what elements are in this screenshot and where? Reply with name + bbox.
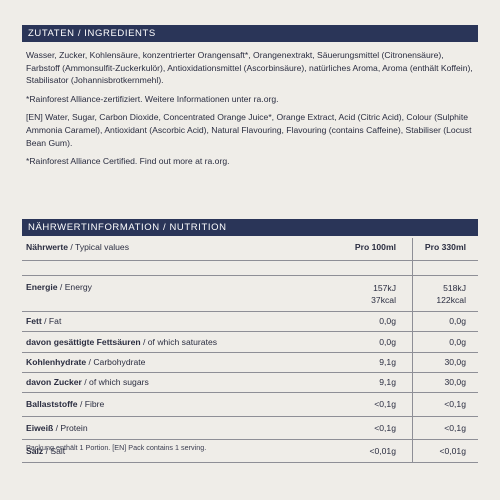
head-col-330ml: Pro 330ml	[424, 242, 466, 252]
value-330ml: 0,0g	[449, 337, 466, 347]
value-100ml: 0,0g	[379, 316, 396, 326]
row-label-de: Energie	[26, 282, 58, 292]
head-col-100ml: Pro 100ml	[354, 242, 396, 252]
table-row: Salz / Salt <0,01g <0,01g	[22, 440, 478, 463]
row-label-de: Eiweiß	[26, 423, 54, 433]
row-label-en: / Salt	[43, 446, 66, 456]
nutrition-head-row: Nährwerte / Typical values Pro 100ml Pro…	[22, 238, 478, 261]
table-row: Kohlenhydrate / Carbohydrate 9,1g 30,0g	[22, 353, 478, 373]
row-label-en: / Fibre	[77, 399, 105, 409]
row-label-en: / of which saturates	[140, 337, 218, 347]
value-330ml: <0,1g	[444, 423, 466, 433]
energy-kj-100: 157kJ	[373, 283, 396, 293]
row-label-en: / Protein	[53, 423, 88, 433]
energy-kcal-100: 37kcal	[371, 295, 396, 305]
row-label-en: / Energy	[57, 282, 92, 292]
row-label-en: / Fat	[41, 316, 62, 326]
value-100ml: <0,01g	[369, 446, 396, 456]
row-label-en: / of which sugars	[81, 377, 149, 387]
value-330ml: 30,0g	[444, 357, 466, 367]
head-label-de: Nährwerte	[26, 242, 69, 252]
nutrition-table: Nährwerte / Typical values Pro 100ml Pro…	[22, 238, 478, 463]
ingredients-header: ZUTATEN / INGREDIENTS	[22, 25, 478, 42]
head-label-en: / Typical values	[68, 242, 130, 252]
value-330ml: 30,0g	[444, 377, 466, 387]
value-100ml: <0,1g	[374, 399, 396, 409]
ingredients-en-note: *Rainforest Alliance Certified. Find out…	[26, 156, 230, 167]
value-100ml: 0,0g	[379, 337, 396, 347]
row-label-de: davon Zucker	[26, 377, 82, 387]
energy-kcal-330: 122kcal	[436, 295, 466, 305]
row-label-de: Ballaststoffe	[26, 399, 78, 409]
ingredients-de-note: *Rainforest Alliance-zertifiziert. Weite…	[26, 93, 279, 104]
value-330ml: 0,0g	[449, 316, 466, 326]
table-row: davon gesättigte Fettsäuren / of which s…	[22, 332, 478, 353]
nutrition-header: NÄHRWERTINFORMATION / NUTRITION	[22, 219, 478, 236]
value-100ml: 9,1g	[379, 357, 396, 367]
ingredients-text: Wasser, Zucker, Kohlensäure, konzentrier…	[26, 49, 476, 174]
row-label-de: Fett	[26, 316, 42, 326]
row-label-de: Kohlenhydrate	[26, 357, 87, 367]
row-label-de: davon gesättigte Fettsäuren	[26, 337, 141, 347]
row-label-de: Salz	[26, 446, 44, 456]
table-row: Eiweiß / Protein <0,1g <0,1g	[22, 417, 478, 440]
value-330ml: <0,1g	[444, 399, 466, 409]
row-label-en: / Carbohydrate	[86, 357, 146, 367]
nutrition-spacer-row	[22, 261, 478, 276]
table-row: Ballaststoffe / Fibre <0,1g <0,1g	[22, 393, 478, 417]
value-100ml: 9,1g	[379, 377, 396, 387]
energy-kj-330: 518kJ	[443, 283, 466, 293]
table-row: davon Zucker / of which sugars 9,1g 30,0…	[22, 373, 478, 393]
ingredients-en: [EN] Water, Sugar, Carbon Dioxide, Conce…	[26, 112, 472, 148]
table-row: Fett / Fat 0,0g 0,0g	[22, 312, 478, 332]
value-330ml: <0,01g	[439, 446, 466, 456]
value-100ml: <0,1g	[374, 423, 396, 433]
serving-note: Packung enthält 1 Portion. [EN] Pack con…	[26, 443, 207, 452]
table-row: Energie / Energy 157kJ 37kcal 518kJ 122kca…	[22, 276, 478, 312]
ingredients-de: Wasser, Zucker, Kohlensäure, konzentrier…	[26, 50, 473, 86]
